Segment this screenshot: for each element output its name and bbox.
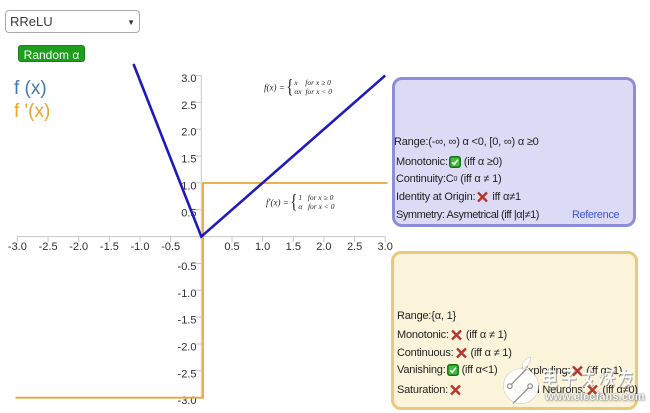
svg-text:-2.5: -2.5 [39, 241, 58, 253]
svg-text:-3.0: -3.0 [8, 241, 27, 253]
svg-text:-1.0: -1.0 [178, 288, 197, 300]
svg-text:-1.5: -1.5 [178, 315, 197, 327]
svg-text:1.5: 1.5 [181, 154, 196, 166]
svg-text:3.0: 3.0 [378, 241, 393, 253]
svg-text:2.0: 2.0 [316, 241, 331, 253]
svg-text:-0.5: -0.5 [178, 261, 197, 273]
svg-text:2.5: 2.5 [347, 241, 362, 253]
svg-text:3.0: 3.0 [181, 73, 196, 85]
svg-text:-1.5: -1.5 [100, 241, 119, 253]
svg-text:-2.0: -2.0 [69, 241, 88, 253]
svg-text:0.5: 0.5 [224, 241, 239, 253]
svg-text:1.0: 1.0 [181, 180, 196, 192]
svg-text:-0.5: -0.5 [161, 241, 180, 253]
svg-text:2.0: 2.0 [181, 127, 196, 139]
svg-text:1.5: 1.5 [286, 241, 301, 253]
svg-text:-1.0: -1.0 [131, 241, 150, 253]
svg-text:2.5: 2.5 [181, 100, 196, 112]
svg-text:-2.0: -2.0 [178, 342, 197, 354]
svg-text:1.0: 1.0 [255, 241, 270, 253]
svg-text:-2.5: -2.5 [178, 368, 197, 380]
